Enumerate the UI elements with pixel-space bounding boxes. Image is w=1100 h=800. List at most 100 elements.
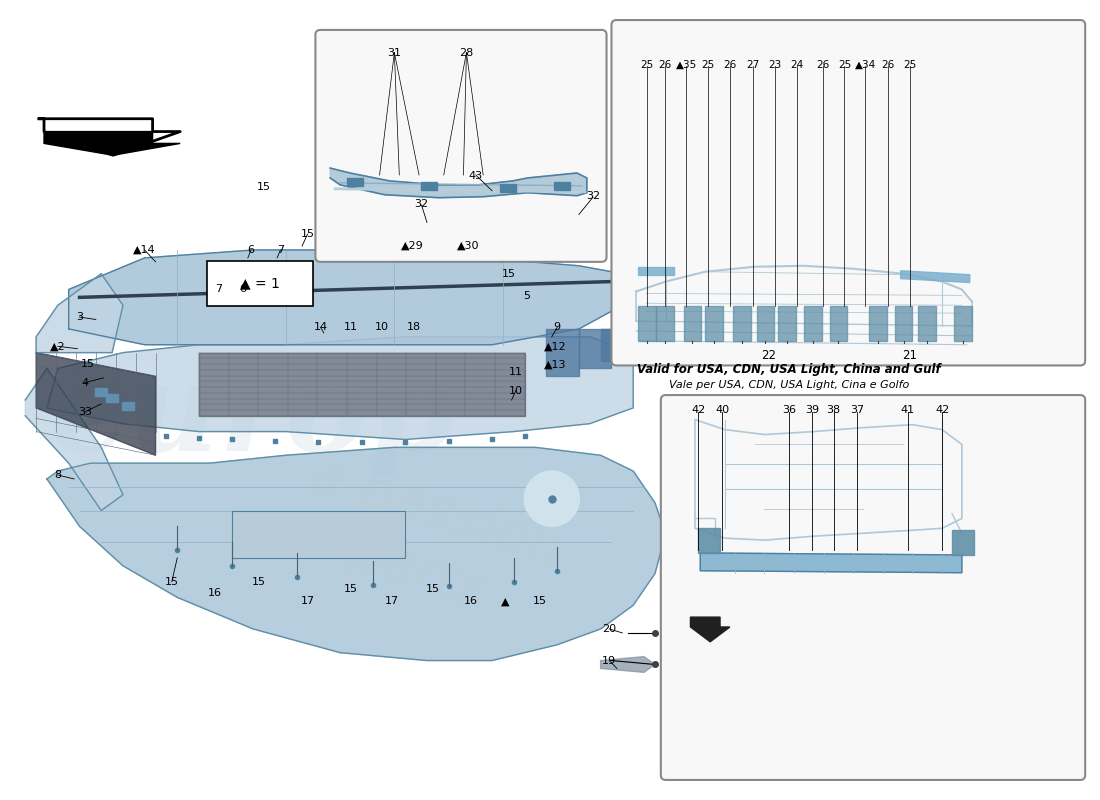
Polygon shape bbox=[40, 118, 180, 155]
Polygon shape bbox=[638, 306, 656, 341]
Polygon shape bbox=[698, 528, 720, 553]
Text: ▲35: ▲35 bbox=[675, 59, 697, 70]
Text: 8: 8 bbox=[54, 470, 62, 480]
Polygon shape bbox=[683, 306, 702, 341]
Text: 26: 26 bbox=[658, 59, 671, 70]
Polygon shape bbox=[231, 510, 405, 558]
Text: europ: europ bbox=[50, 355, 456, 477]
Text: 22: 22 bbox=[761, 349, 777, 362]
Text: 23: 23 bbox=[769, 59, 782, 70]
Text: 36: 36 bbox=[782, 405, 796, 415]
Text: 11: 11 bbox=[509, 367, 522, 378]
Text: 15: 15 bbox=[300, 230, 315, 239]
Text: 25: 25 bbox=[640, 59, 653, 70]
Text: 25: 25 bbox=[903, 59, 916, 70]
Text: 25: 25 bbox=[838, 59, 851, 70]
FancyBboxPatch shape bbox=[316, 30, 606, 262]
Polygon shape bbox=[901, 270, 970, 282]
Text: 11: 11 bbox=[344, 322, 358, 332]
Polygon shape bbox=[68, 250, 623, 345]
Polygon shape bbox=[656, 306, 673, 341]
Text: ▲34: ▲34 bbox=[855, 59, 876, 70]
Polygon shape bbox=[691, 617, 730, 642]
Text: 15: 15 bbox=[532, 596, 547, 606]
Text: 42: 42 bbox=[691, 405, 705, 415]
Text: 9: 9 bbox=[553, 322, 561, 332]
Polygon shape bbox=[47, 337, 634, 439]
Text: ▲13: ▲13 bbox=[543, 359, 566, 370]
Polygon shape bbox=[918, 306, 936, 341]
Text: 6: 6 bbox=[248, 245, 254, 255]
Polygon shape bbox=[579, 329, 612, 369]
Text: 10: 10 bbox=[509, 386, 522, 395]
Polygon shape bbox=[733, 306, 750, 341]
Bar bbox=[500, 184, 516, 192]
Polygon shape bbox=[894, 306, 913, 341]
Text: 5: 5 bbox=[524, 290, 530, 301]
Text: 28: 28 bbox=[460, 48, 473, 58]
Polygon shape bbox=[547, 329, 579, 376]
Text: 7: 7 bbox=[214, 285, 222, 294]
Polygon shape bbox=[952, 530, 974, 555]
Polygon shape bbox=[954, 306, 971, 341]
Text: 26: 26 bbox=[724, 59, 737, 70]
Text: 33: 33 bbox=[78, 407, 92, 417]
Text: 21: 21 bbox=[902, 349, 917, 362]
Polygon shape bbox=[601, 657, 654, 672]
Polygon shape bbox=[330, 168, 586, 198]
Text: 43: 43 bbox=[469, 171, 483, 181]
Text: 16: 16 bbox=[208, 589, 222, 598]
Text: 41: 41 bbox=[901, 405, 914, 415]
Text: ▲14: ▲14 bbox=[133, 245, 156, 255]
Text: 26: 26 bbox=[881, 59, 894, 70]
Text: 10: 10 bbox=[374, 322, 388, 332]
Text: 15: 15 bbox=[502, 269, 516, 278]
Text: 42: 42 bbox=[935, 405, 949, 415]
Text: 15: 15 bbox=[81, 359, 96, 370]
Text: a passion
parts: a passion parts bbox=[284, 447, 570, 637]
Polygon shape bbox=[705, 306, 723, 341]
Text: 16: 16 bbox=[463, 596, 477, 606]
Bar bbox=[122, 402, 134, 410]
Bar bbox=[107, 394, 118, 402]
Text: 15: 15 bbox=[257, 182, 271, 192]
Text: Valid for USA, CDN, USA Light, China and Gulf: Valid for USA, CDN, USA Light, China and… bbox=[637, 363, 940, 377]
Text: 3: 3 bbox=[76, 312, 82, 322]
Text: ▲ = 1: ▲ = 1 bbox=[240, 277, 280, 290]
Text: ▲29: ▲29 bbox=[402, 241, 425, 251]
Text: 32: 32 bbox=[586, 190, 601, 201]
Text: 18: 18 bbox=[407, 322, 421, 332]
Bar bbox=[96, 388, 107, 396]
Polygon shape bbox=[199, 353, 525, 416]
Text: ▲30: ▲30 bbox=[456, 241, 480, 251]
Polygon shape bbox=[47, 447, 665, 661]
Text: 26: 26 bbox=[816, 59, 829, 70]
Polygon shape bbox=[701, 553, 961, 573]
Text: Vale per USA, CDN, USA Light, Cina e Golfo: Vale per USA, CDN, USA Light, Cina e Gol… bbox=[669, 380, 910, 390]
Polygon shape bbox=[829, 306, 847, 341]
Polygon shape bbox=[638, 266, 673, 274]
Circle shape bbox=[524, 471, 580, 526]
Text: 17: 17 bbox=[300, 596, 315, 606]
Text: 38: 38 bbox=[826, 405, 840, 415]
Text: 19: 19 bbox=[603, 655, 616, 666]
Text: 40: 40 bbox=[715, 405, 729, 415]
Text: 32: 32 bbox=[415, 198, 429, 209]
Polygon shape bbox=[869, 306, 887, 341]
Text: 39: 39 bbox=[805, 405, 818, 415]
Polygon shape bbox=[44, 131, 180, 155]
Text: 15: 15 bbox=[165, 577, 179, 586]
Bar bbox=[207, 261, 314, 306]
Text: 15: 15 bbox=[426, 585, 439, 594]
Polygon shape bbox=[36, 353, 155, 455]
Text: 17: 17 bbox=[385, 596, 399, 606]
Polygon shape bbox=[36, 274, 123, 353]
Text: ▲: ▲ bbox=[500, 596, 509, 606]
Polygon shape bbox=[779, 306, 796, 341]
Text: ▲12: ▲12 bbox=[543, 342, 566, 351]
Text: 6: 6 bbox=[239, 285, 246, 294]
Text: 37: 37 bbox=[850, 405, 865, 415]
Bar bbox=[421, 182, 437, 190]
Text: 7: 7 bbox=[277, 245, 284, 255]
Text: 24: 24 bbox=[791, 59, 804, 70]
